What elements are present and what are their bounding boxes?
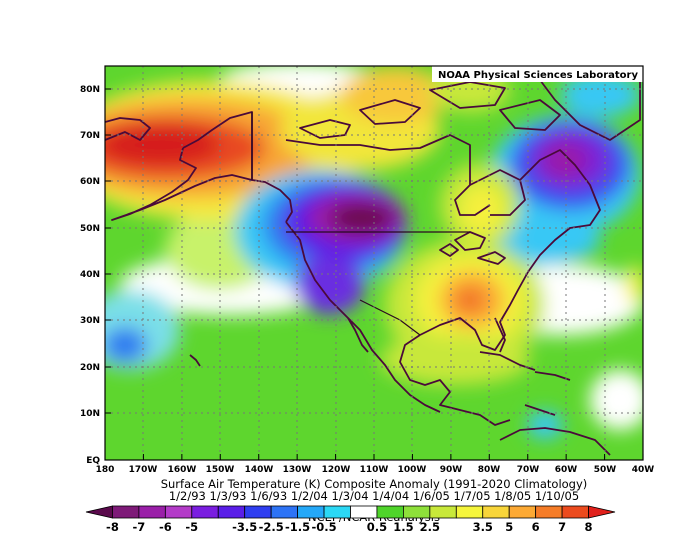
credit-label: NOAA Physical Sciences Laboratory (438, 70, 639, 81)
colorbar-swatch (244, 505, 272, 519)
colorbar-label: -2.5 (259, 520, 284, 534)
lon-label: 170W (129, 465, 158, 475)
lon-label: 130W (283, 465, 312, 475)
lat-label: 20N (80, 363, 100, 373)
lon-label: 60W (555, 465, 578, 475)
colorbar-label: 6 (532, 520, 540, 534)
colorbar-label: 1.5 (393, 520, 413, 534)
lon-label: 100W (398, 465, 427, 475)
colorbar-label: 5 (505, 520, 513, 534)
colorbar-label: -7 (133, 520, 146, 534)
colorbar-swatch (350, 505, 378, 519)
colorbar-swatch (376, 505, 404, 519)
credit-box (432, 66, 643, 82)
colorbar-swatch (297, 505, 325, 519)
lon-label: 70W (517, 465, 540, 475)
colorbar-swatch (561, 505, 589, 519)
lon-label: 160W (168, 465, 197, 475)
colorbar-swatch (323, 505, 351, 519)
map-title: Surface Air Temperature (K) Composite An… (161, 477, 588, 491)
colorbar-swatch (535, 505, 563, 519)
colorbar-swatch (138, 505, 166, 519)
composite-dates: 1/2/93 1/3/93 1/6/93 1/2/04 1/3/04 1/4/0… (169, 489, 579, 503)
lon-label: 80W (478, 465, 501, 475)
lat-label: 60N (80, 177, 100, 187)
colorbar-swatch (508, 505, 537, 519)
lat-label: 70N (80, 131, 100, 141)
colorbar-label: 2.5 (420, 520, 440, 534)
colorbar-label: 7 (558, 520, 566, 534)
colorbar-label: 3.5 (473, 520, 493, 534)
colorbar-label: -8 (106, 520, 119, 534)
lon-label: 150W (206, 465, 235, 475)
lon-label: 40W (632, 465, 655, 475)
colorbar-swatch (217, 505, 246, 519)
colorbar-label: -5 (185, 520, 198, 534)
lon-label: 120W (322, 465, 351, 475)
colorbar-arrow-low (85, 505, 113, 519)
anomaly-field (105, 66, 643, 460)
lat-label: 30N (80, 316, 100, 326)
colorbar-label: -1.5 (285, 520, 310, 534)
lon-label: 140W (245, 465, 274, 475)
lat-label: 10N (80, 409, 100, 419)
axis-ticks (104, 88, 644, 461)
lon-label: 180 (96, 465, 115, 475)
lon-label: 90W (440, 465, 463, 475)
colorbar-label: -6 (159, 520, 172, 534)
colorbar (85, 505, 616, 519)
colorbar-label: -3.5 (232, 520, 257, 534)
colorbar-label: -0.5 (311, 520, 336, 534)
colorbar-swatch (402, 505, 431, 519)
colorbar-swatch (164, 505, 193, 519)
colorbar-label: 8 (585, 520, 593, 534)
lat-label: 50N (80, 224, 100, 234)
colorbar-swatch (455, 505, 484, 519)
colorbar-label: 0.5 (367, 520, 387, 534)
lat-label: 80N (80, 85, 100, 95)
colorbar-labels: -8 -7 -6 -5 -3.5 -2.5 -1.5 -0.5 0.5 1.5 2.5 3.5 5 6 7 8 (106, 520, 592, 534)
colorbar-swatch (429, 505, 457, 519)
lat-label: 40N (80, 270, 100, 280)
latitude-labels: 80N 70N 60N 50N 40N 30N 20N 10N EQ (80, 85, 100, 466)
colorbar-swatch (191, 505, 219, 519)
longitude-labels: 180 170W 160W 150W 140W 130W 120W 110W 1… (96, 465, 655, 475)
lat-label: EQ (86, 456, 100, 466)
colorbar-swatch (270, 505, 298, 519)
lon-label: 110W (360, 465, 389, 475)
colorbar-swatch (482, 505, 510, 519)
colorbar-arrow-high (588, 505, 616, 519)
lon-label: 50W (594, 465, 617, 475)
colorbar-swatch (112, 505, 140, 519)
